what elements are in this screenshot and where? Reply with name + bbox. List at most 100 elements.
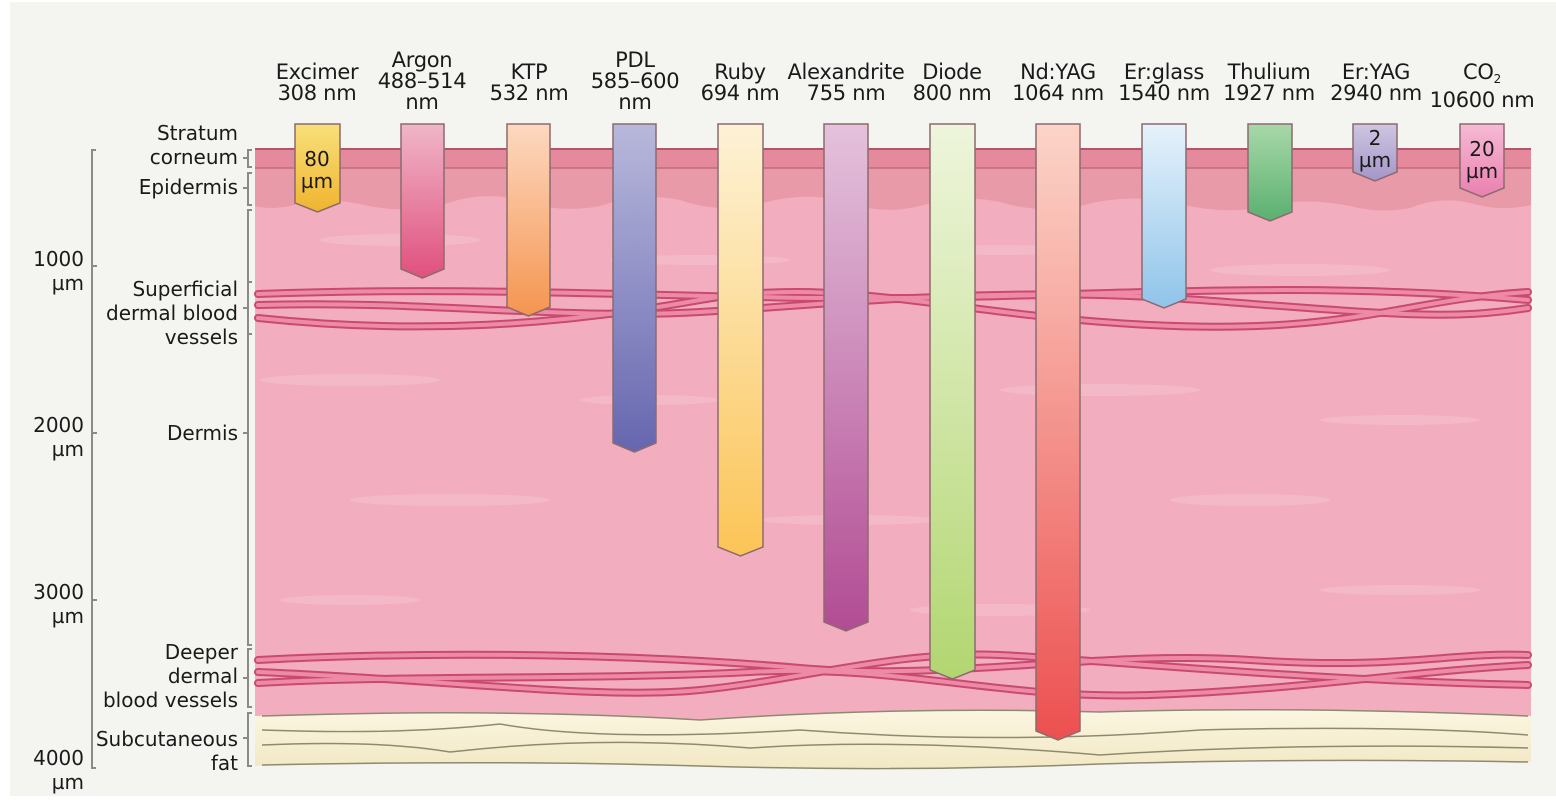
layer-label-stratum-corneum: Stratum corneum — [150, 121, 238, 169]
layer-label-deeper-vessels: Deeper dermal blood vessels — [103, 640, 238, 712]
laser-name: Thulium — [1227, 60, 1311, 84]
laser-label-ktp: KTP 532 nm — [490, 62, 569, 104]
subcutaneous-fat-layer — [255, 709, 1531, 769]
layer-label-subcutaneous-fat: Subcutaneous fat — [96, 727, 238, 775]
laser-label-diode: Diode 800 nm — [913, 62, 992, 104]
bar-ruby — [717, 123, 764, 557]
laser-name: Diode — [922, 60, 982, 84]
depth-label-2000: 2000 µm — [4, 413, 84, 461]
laser-wavelength: 755 nm — [806, 81, 886, 105]
stratum-corneum-layer — [255, 148, 1531, 168]
depth-label-4000: 4000 µm — [4, 746, 84, 794]
layer-label-superficial-vessels: Superficial dermal blood vessels — [106, 277, 238, 349]
laser-name: Argon — [391, 48, 453, 72]
subscript: 2 — [1493, 72, 1502, 86]
depth-value: 80 — [304, 147, 330, 171]
bar-erglass — [1141, 123, 1187, 309]
layer-brackets — [243, 149, 252, 767]
label-line: fat — [210, 751, 238, 775]
laser-label-ndyag: Nd:YAG 1064 nm — [1012, 62, 1104, 104]
depth-label-3000: 3000 µm — [4, 580, 84, 628]
laser-wavelength: 800 nm — [912, 81, 992, 105]
laser-wavelength: 585–600 — [590, 69, 680, 93]
laser-label-thulium: Thulium 1927 nm — [1223, 62, 1315, 104]
bar-eryag — [1352, 123, 1398, 182]
bar-alexandrite — [823, 123, 869, 632]
layer-label-dermis: Dermis — [167, 421, 238, 445]
label-line: corneum — [149, 145, 238, 169]
laser-label-excimer: Excimer 308 nm — [276, 62, 359, 104]
label-line: vessels — [164, 325, 238, 349]
laser-bars — [294, 123, 1505, 741]
bar-diode — [929, 123, 976, 680]
laser-wavelength-unit: nm — [618, 90, 652, 114]
bar-co2 — [1459, 123, 1505, 198]
depth-value: 2000 — [33, 413, 84, 437]
laser-name: KTP — [510, 60, 548, 84]
label-line: Epidermis — [138, 175, 238, 199]
depth-unit: µm — [300, 169, 334, 193]
laser-wavelength: 532 nm — [489, 81, 569, 105]
laser-wavelength: 694 nm — [700, 81, 780, 105]
depth-unit: µm — [51, 770, 84, 794]
label-line: Stratum — [156, 121, 238, 145]
laser-label-pdl: PDL 585–600 nm — [591, 50, 680, 113]
laser-wavelength: 2940 nm — [1330, 81, 1422, 105]
laser-name: Nd:YAG — [1020, 60, 1096, 84]
laser-wavelength: 10600 nm — [1429, 88, 1535, 112]
laser-name: PDL — [615, 48, 655, 72]
laser-name: Er:glass — [1123, 60, 1205, 84]
bar-argon — [400, 123, 445, 279]
laser-label-argon: Argon 488–514 nm — [378, 50, 467, 113]
laser-name: Alexandrite — [787, 60, 905, 84]
eryag-depth-annotation: 2 µm — [1359, 127, 1391, 171]
label-line: Subcutaneous — [95, 727, 238, 751]
label-line: dermal — [167, 664, 238, 688]
bar-excimer — [294, 123, 341, 213]
laser-wavelength: 1540 nm — [1118, 81, 1210, 105]
label-line: dermal blood — [106, 301, 238, 325]
depth-unit: µm — [51, 271, 84, 295]
bar-ndyag — [1035, 123, 1081, 741]
excimer-depth-annotation: 80 µm — [301, 148, 333, 192]
bar-thulium — [1247, 123, 1293, 222]
laser-name: CO2 — [1430, 62, 1535, 90]
label-line: Dermis — [166, 421, 238, 445]
label-line: Superficial — [132, 277, 238, 301]
laser-wavelength: 1064 nm — [1012, 81, 1104, 105]
laser-label-co2: CO2 10600 nm — [1430, 62, 1535, 111]
laser-wavelength-unit: nm — [405, 90, 439, 114]
depth-axis — [91, 149, 97, 769]
depth-value: 1000 — [33, 247, 84, 271]
laser-wavelength: 1927 nm — [1223, 81, 1315, 105]
co2-depth-annotation: 20 µm — [1466, 138, 1498, 182]
bar-ktp — [506, 123, 551, 317]
laser-label-erglass: Er:glass 1540 nm — [1118, 62, 1210, 104]
laser-wavelength: 488–514 — [377, 69, 467, 93]
laser-label-alexandrite: Alexandrite 755 nm — [787, 62, 904, 104]
laser-name: Excimer — [275, 60, 359, 84]
laser-name: Ruby — [714, 60, 766, 84]
depth-value: 2 — [1368, 126, 1382, 150]
label-line: blood vessels — [102, 688, 238, 712]
dermis-layer — [255, 195, 1531, 730]
dermis-texture — [260, 234, 1480, 616]
laser-wavelength: 308 nm — [277, 81, 357, 105]
depth-label-1000: 1000 µm — [4, 247, 84, 295]
laser-label-ruby: Ruby 694 nm — [701, 62, 780, 104]
depth-value: 20 — [1469, 137, 1495, 161]
depth-unit: µm — [51, 437, 84, 461]
label-line: Deeper — [164, 640, 238, 664]
depth-unit: µm — [51, 604, 84, 628]
depth-unit: µm — [1465, 159, 1499, 183]
depth-unit: µm — [1358, 148, 1392, 172]
layer-label-epidermis: Epidermis — [139, 175, 238, 199]
fat-lobule-lines — [261, 709, 1529, 770]
depth-value: 3000 — [33, 580, 84, 604]
laser-label-eryag: Er:YAG 2940 nm — [1330, 62, 1422, 104]
laser-name: Er:YAG — [1341, 60, 1411, 84]
bar-pdl — [612, 123, 657, 453]
depth-value: 4000 — [33, 746, 84, 770]
laser-name-text: CO — [1463, 60, 1494, 84]
